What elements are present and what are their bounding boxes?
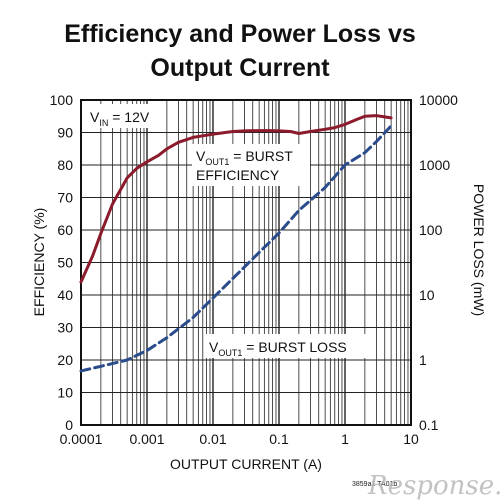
x-tick-label: 1 bbox=[341, 431, 349, 447]
watermark-logo: Response. bbox=[367, 471, 500, 501]
y-right-tick-label: 1000 bbox=[419, 157, 450, 173]
y-right-tick-label: 100 bbox=[419, 222, 443, 238]
power-loss-line bbox=[79, 124, 393, 373]
chart-title-line2: Output Current bbox=[150, 54, 330, 82]
y-left-tick-label: 40 bbox=[57, 287, 73, 303]
y-left-tick-label: 10 bbox=[57, 385, 73, 401]
x-tick-label: 0.0001 bbox=[60, 431, 103, 447]
y-left-tick-label: 30 bbox=[57, 320, 73, 336]
y-right-axis-label: POWER LOSS (mW) bbox=[471, 184, 487, 316]
x-tick-label: 0.001 bbox=[129, 431, 164, 447]
y-right-tick-labels: 0.1 1 10 100 1000 10000 bbox=[419, 92, 458, 433]
chart-title-line1: Efficiency and Power Loss vs bbox=[64, 20, 416, 48]
y-right-tick-label: 0.1 bbox=[419, 417, 439, 433]
y-left-tick-label: 90 bbox=[57, 125, 73, 141]
annotation-loss: VOUT1 = BURST LOSS bbox=[209, 339, 347, 358]
x-tick-label: 10 bbox=[403, 431, 419, 447]
x-tick-labels: 0.0001 0.001 0.01 0.1 1 10 bbox=[60, 431, 419, 447]
y-left-axis-label: EFFICIENCY (%) bbox=[31, 208, 47, 317]
efficiency-line bbox=[79, 114, 393, 284]
x-tick-label: 0.01 bbox=[199, 431, 226, 447]
y-left-tick-label: 80 bbox=[57, 157, 73, 173]
annotation-efficiency-line2: EFFICIENCY bbox=[196, 167, 280, 183]
figure-code: 3859a1 TA01b bbox=[352, 481, 397, 488]
annotation-loss-bg bbox=[205, 334, 367, 358]
y-right-tick-label: 10 bbox=[419, 287, 435, 303]
y-left-tick-label: 20 bbox=[57, 352, 73, 368]
annotation-efficiency-bg bbox=[192, 144, 310, 186]
annotation-efficiency-line1: VOUT1 = BURST bbox=[196, 148, 293, 167]
plot-frame bbox=[80, 99, 412, 426]
x-axis-label: OUTPUT CURRENT (A) bbox=[170, 456, 322, 472]
y-left-tick-label: 70 bbox=[57, 190, 73, 206]
x-tick-label: 0.1 bbox=[269, 431, 289, 447]
y-left-tick-labels: 0 10 20 30 40 50 60 70 80 90 100 bbox=[50, 92, 74, 433]
y-left-tick-label: 0 bbox=[65, 417, 73, 433]
series-lines bbox=[79, 114, 393, 373]
y-left-tick-label: 100 bbox=[50, 92, 74, 108]
annotation-vin-bg bbox=[85, 104, 163, 128]
y-right-tick-label: 10000 bbox=[419, 92, 458, 108]
y-left-tick-label: 50 bbox=[57, 255, 73, 271]
annotation-vin: VIN = 12V bbox=[90, 109, 150, 128]
y-right-tick-label: 1 bbox=[419, 352, 427, 368]
y-left-tick-label: 60 bbox=[57, 222, 73, 238]
